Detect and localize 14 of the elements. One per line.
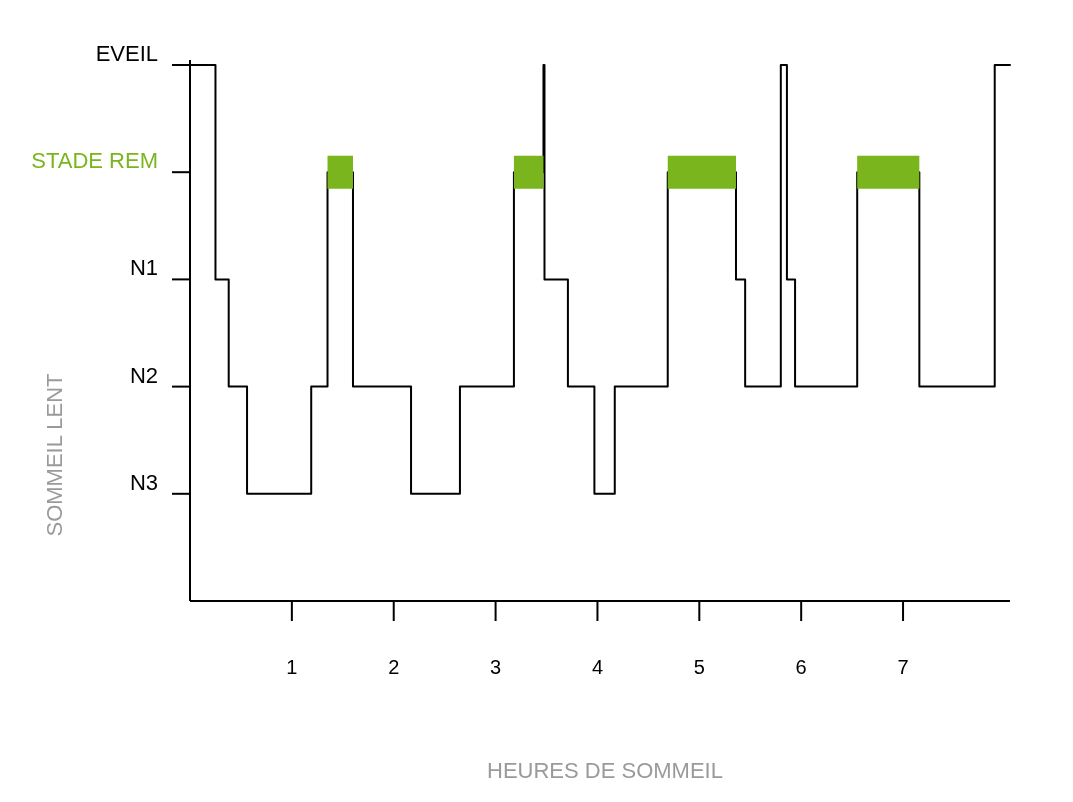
- x-axis-title: HEURES DE SOMMEIL: [487, 758, 723, 783]
- category-label: STADE REM: [31, 148, 158, 174]
- category-label: EVEIL: [95, 41, 158, 66]
- x-tick-label: 3: [490, 656, 502, 678]
- category-label: N2: [129, 362, 158, 388]
- x-tick-label: 2: [388, 656, 400, 678]
- x-tick-label: 6: [795, 656, 807, 678]
- category-label: N3: [129, 469, 158, 495]
- x-tick-label: 4: [591, 656, 604, 678]
- text: SOMMEIL LENT: [42, 373, 67, 537]
- category-label: N1: [129, 255, 158, 281]
- x-tick-label: 7: [897, 656, 909, 678]
- x-tick-label: 1: [286, 656, 298, 678]
- x-tick-label: 5: [693, 656, 705, 678]
